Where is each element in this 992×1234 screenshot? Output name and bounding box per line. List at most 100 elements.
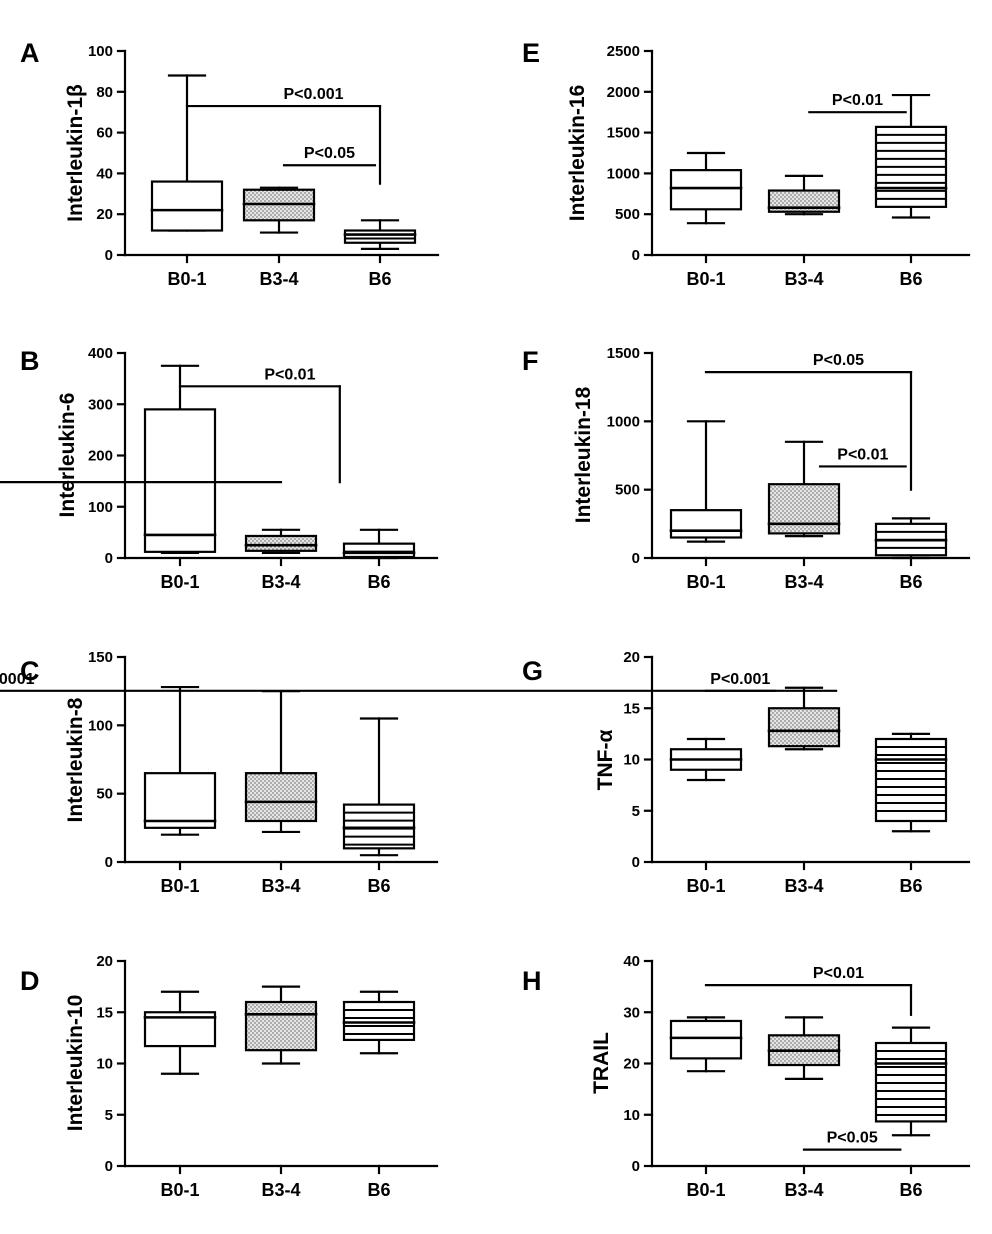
panel-g: G TNF-α 0 5 10 15 20 B0-1 B3-4 B6 P<0.001 P<0.0001 xyxy=(0,649,971,896)
box-b0-1 xyxy=(143,990,217,1075)
x-category-label: B0-1 xyxy=(167,269,206,289)
significance-bracket: P<0.0001 xyxy=(0,671,838,692)
p-value-label: P<0.001 xyxy=(283,86,343,103)
y-tick-label: 500 xyxy=(615,482,640,499)
box-b3-4 xyxy=(242,186,316,234)
y-tick-label: 30 xyxy=(623,1004,640,1021)
y-tick-label: 40 xyxy=(96,165,113,182)
y-axis-label: Interleukin-1β xyxy=(64,84,87,222)
box-rect xyxy=(342,542,416,559)
p-value-label: P<0.001 xyxy=(710,671,770,688)
p-value-label: P<0.01 xyxy=(837,446,888,463)
x-category-label: B3-4 xyxy=(261,1180,300,1200)
box-b3-4 xyxy=(244,528,318,554)
y-axis-label: TNF-α xyxy=(594,730,617,791)
y-tick-label: 100 xyxy=(88,717,113,734)
box-b6 xyxy=(343,219,417,250)
box-rect xyxy=(767,483,841,535)
panel-letter: G xyxy=(522,656,543,686)
y-tick-label: 0 xyxy=(105,247,113,264)
y-tick-label: 80 xyxy=(96,84,113,101)
x-category-label: B3-4 xyxy=(784,572,823,592)
x-category-label: B6 xyxy=(899,1180,922,1200)
box-b6 xyxy=(874,517,948,560)
y-tick-label: 0 xyxy=(632,854,640,871)
box-rect xyxy=(244,772,318,823)
x-category-label: B0-1 xyxy=(160,876,199,896)
y-tick-label: 50 xyxy=(96,786,113,803)
box-rect xyxy=(244,1000,318,1052)
x-category-label: B0-1 xyxy=(160,572,199,592)
box-b0-1 xyxy=(669,737,743,782)
y-axis-label: Interleukin-6 xyxy=(56,393,79,518)
box-b0-1 xyxy=(669,420,743,543)
y-tick-label: 5 xyxy=(105,1107,113,1124)
panel-letter: B xyxy=(20,346,40,376)
x-category-label: B3-4 xyxy=(259,269,298,289)
box-b3-4 xyxy=(767,174,841,216)
panel-letter: A xyxy=(20,38,40,68)
x-category-label: B3-4 xyxy=(784,876,823,896)
y-tick-label: 0 xyxy=(105,854,113,871)
y-axis-label: Interleukin-18 xyxy=(572,386,595,523)
panel-letter: C xyxy=(20,656,40,686)
x-category-label: B6 xyxy=(899,876,922,896)
significance-bracket: P<0.01 xyxy=(178,366,341,484)
significance-bracket: P<0.05 xyxy=(802,1130,902,1151)
y-tick-label: 10 xyxy=(96,1056,113,1073)
y-tick-label: 15 xyxy=(623,700,640,717)
box-b3-4 xyxy=(767,1016,841,1080)
significance-bracket: P<0.001 xyxy=(704,671,776,692)
y-tick-label: 5 xyxy=(632,803,640,820)
y-tick-label: 20 xyxy=(96,206,113,223)
y-tick-label: 0 xyxy=(632,550,640,567)
x-category-label: B0-1 xyxy=(686,1180,725,1200)
box-rect xyxy=(669,509,743,539)
box-b6 xyxy=(342,717,416,857)
y-tick-label: 200 xyxy=(88,448,113,465)
panel-h: H TRAIL 0 10 20 30 40 B0-1 B3-4 B6 P<0.01 P<0.05 xyxy=(522,953,971,1200)
p-value-label: P<0.05 xyxy=(813,352,864,369)
p-value-label: P<0.01 xyxy=(264,366,315,383)
y-tick-label: 400 xyxy=(88,345,113,362)
box-b0-1 xyxy=(143,364,217,554)
box-b6 xyxy=(342,990,416,1055)
box-rect xyxy=(150,180,224,232)
box-rect xyxy=(342,803,416,850)
y-tick-label: 0 xyxy=(105,1158,113,1175)
panel-e: E Interleukin-16 0 500 1000 1500 2000 2500 B0-1 B… xyxy=(522,38,971,289)
p-value-label: P<0.0001 xyxy=(0,671,35,688)
panel-letter: D xyxy=(20,966,40,996)
significance-bracket: P<0.01 xyxy=(704,965,913,1016)
box-b3-4 xyxy=(767,440,841,538)
x-category-label: B3-4 xyxy=(784,269,823,289)
box-b0-1 xyxy=(143,685,217,836)
y-axis-label: Interleukin-8 xyxy=(64,697,87,822)
x-category-label: B6 xyxy=(367,572,390,592)
y-tick-label: 20 xyxy=(623,1056,640,1073)
significance-bracket: P<0.01 xyxy=(818,446,907,468)
significance-bracket: P<0.05 xyxy=(282,145,377,167)
box-rect xyxy=(244,534,318,552)
y-axis-label: Interleukin-10 xyxy=(64,995,87,1132)
x-category-label: B0-1 xyxy=(686,572,725,592)
y-tick-label: 1500 xyxy=(607,125,640,142)
box-rect xyxy=(669,169,743,211)
box-b0-1 xyxy=(669,151,743,225)
x-category-label: B6 xyxy=(367,876,390,896)
y-tick-label: 10 xyxy=(623,752,640,769)
x-category-label: B3-4 xyxy=(261,876,300,896)
y-tick-label: 2000 xyxy=(607,84,640,101)
y-tick-label: 1000 xyxy=(607,413,640,430)
y-tick-label: 1500 xyxy=(607,345,640,362)
box-b3-4 xyxy=(244,985,318,1065)
y-tick-label: 300 xyxy=(88,396,113,413)
y-tick-label: 100 xyxy=(88,43,113,60)
y-tick-label: 60 xyxy=(96,125,113,142)
box-rect xyxy=(343,229,417,244)
x-category-label: B6 xyxy=(899,572,922,592)
y-tick-label: 500 xyxy=(615,206,640,223)
y-axis-label: Interleukin-16 xyxy=(566,85,589,222)
box-b6 xyxy=(342,528,416,560)
